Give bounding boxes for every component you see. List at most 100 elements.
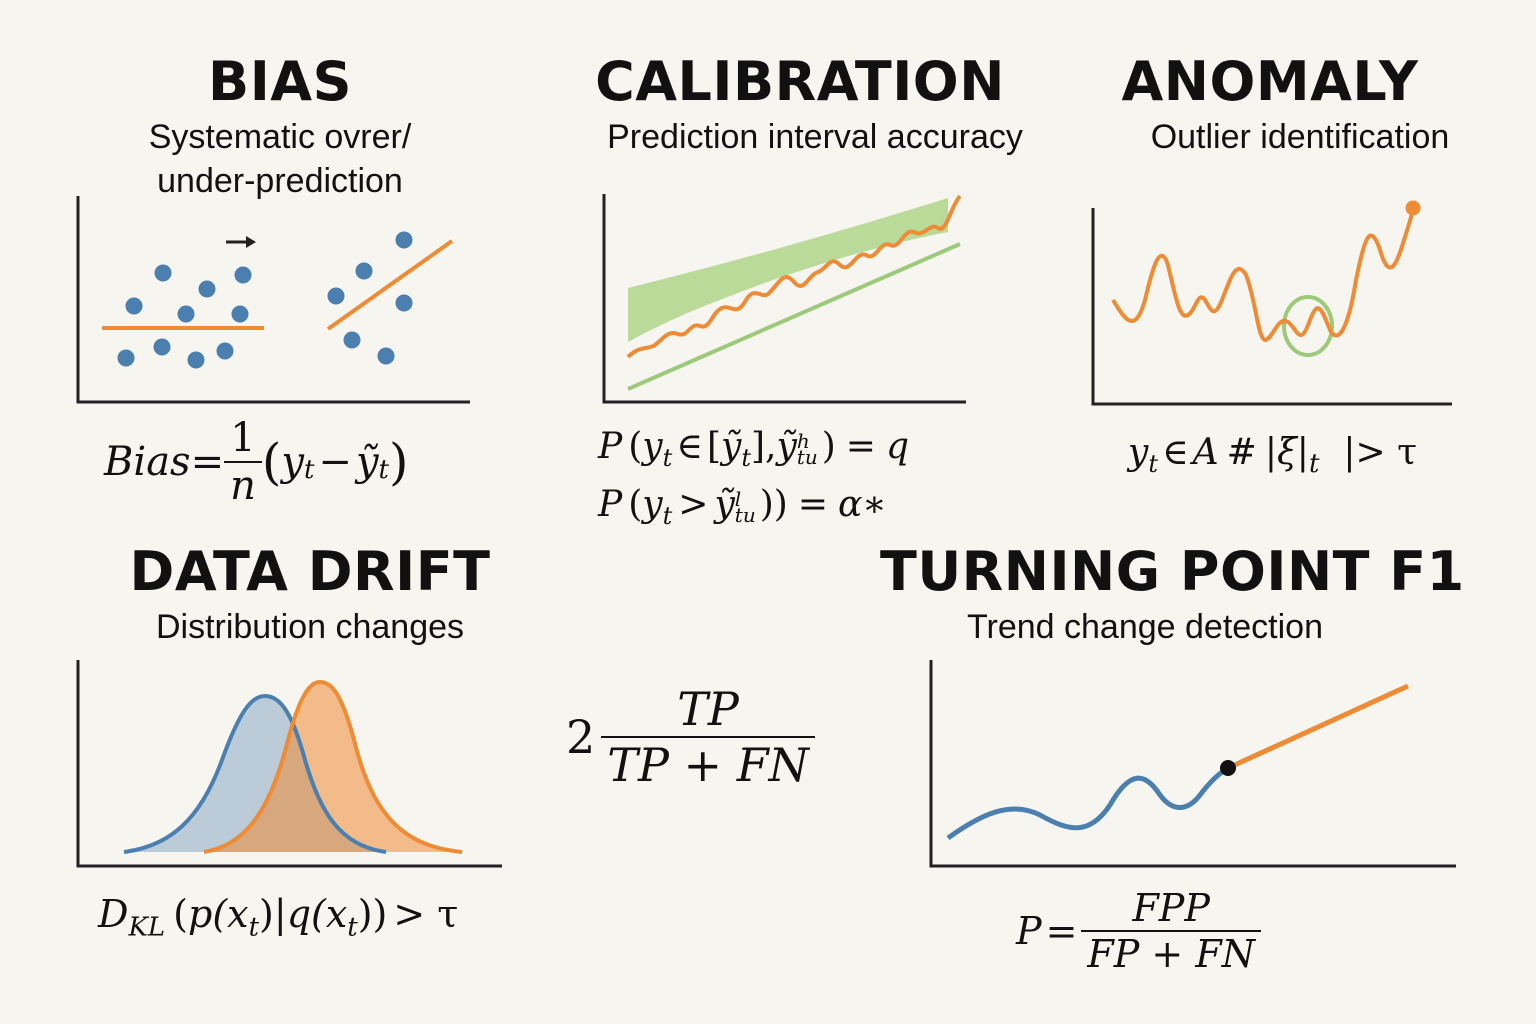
anomaly-f-xi-sub: t (1308, 449, 1320, 480)
center-f-num: TP (677, 682, 739, 736)
reference-distribution-outline (123, 693, 387, 854)
drift-f-d-sub: KL (128, 912, 166, 943)
bias-point (234, 266, 252, 284)
tp-f-fraction: FPP FP + FN (1081, 886, 1261, 976)
post-change-trend-line (1226, 683, 1410, 771)
calibration-f1-eq: = (845, 426, 876, 467)
current-distribution (204, 682, 462, 852)
anomaly-series-line (1111, 207, 1416, 342)
calibration-lower-line (627, 242, 961, 391)
bias-formula-term2-sub: t (378, 455, 389, 485)
data-drift-title: DATA DRIFT (129, 540, 491, 603)
bias-right-points (327, 231, 413, 365)
bias-sloped-fit-line (326, 239, 454, 331)
calibration-f2-eq: = (797, 484, 828, 525)
center-f-coef: 2 (566, 710, 596, 764)
data-drift-formula: DKL (p(xt)|q(xt)) > τ (98, 892, 458, 943)
anomaly-f-bar-open: | (1264, 432, 1277, 473)
bias-point (343, 331, 361, 349)
calibration-f1-rhs: q (885, 426, 910, 467)
bias-point (327, 287, 345, 305)
calibration-f2-yl-sub: tu (734, 503, 756, 527)
calibration-interval-band (628, 198, 948, 342)
bias-axis (76, 196, 470, 404)
bias-left-points (117, 264, 252, 369)
bias-formula-num: 1 (230, 415, 256, 461)
center-f1-formula: 2 TP TP + FN (566, 682, 815, 792)
calibration-f2-open: ( (628, 484, 643, 525)
calibration-f1-bracket-close: ], (750, 426, 777, 467)
anomaly-outlier-point (1405, 200, 1421, 216)
bias-point (395, 231, 413, 249)
calibration-actual-line (626, 194, 962, 359)
anomaly-axis (1091, 208, 1452, 406)
turning-point-axis (929, 660, 1456, 868)
tp-f-den: FP + FN (1081, 930, 1261, 976)
calibration-f2-yl: ỹ (714, 484, 735, 525)
anomaly-f-in: ∈ (1162, 432, 1189, 473)
calibration-f1-yhigh-sub: tu (796, 445, 818, 469)
calibration-f1-bracket-open: [ (706, 426, 721, 467)
drift-f-p-close: ) (259, 892, 274, 936)
bias-point (187, 351, 205, 369)
bias-formula: Bias= 1 n (yt − ỹt) (104, 415, 409, 509)
anomaly-subtitle: Outlier identification (1150, 118, 1450, 156)
calibration-f2-y-sub: t (662, 502, 673, 531)
bias-point (198, 280, 216, 298)
calibration-f1-yhigh: ỹ (776, 426, 797, 467)
bias-point (154, 264, 172, 282)
bias-point (395, 294, 413, 312)
tp-f-lhs: P (1016, 909, 1042, 953)
turning-point-formula: P = FPP FP + FN (1016, 886, 1261, 976)
calibration-f1-ylow: ỹ (720, 426, 742, 467)
calibration-title: CALIBRATION (595, 50, 1005, 113)
drift-f-sep: | (273, 892, 287, 936)
calibration-f1-in: ∈ (676, 426, 703, 467)
bias-subtitle-line2: under-prediction (157, 162, 403, 200)
anomaly-f-bar-close: | (1296, 432, 1309, 473)
calibration-formula-line2: P (yt > ỹ l tu)) = α∗ (598, 484, 887, 530)
drift-f-rhs: > τ (393, 892, 459, 936)
bias-formula-term1: y (281, 439, 304, 485)
anomaly-formula: yt ∈ A # |ξ|t |> τ (1128, 432, 1417, 479)
bias-title: BIAS (208, 50, 352, 113)
data-drift-axis (76, 660, 502, 868)
bias-formula-close: ) (389, 433, 409, 491)
calibration-f2-y: y (642, 484, 663, 525)
arrow-right-icon (226, 236, 256, 248)
drift-f-q-close: )) (357, 892, 388, 936)
calibration-f2-rhs: α∗ (837, 484, 887, 525)
drift-f-open: ( (173, 892, 188, 936)
bias-formula-minus: − (318, 439, 352, 485)
calibration-f1-ylow-sub: t (741, 444, 751, 473)
tp-f-num: FPP (1132, 886, 1210, 930)
anomaly-f-rhs: |> τ (1343, 432, 1418, 473)
calibration-f1-y-sub: t (662, 444, 673, 473)
calibration-f2-yl-sup: l (734, 487, 742, 511)
anomaly-f-y-sub: t (1148, 450, 1158, 479)
anomaly-highlight-ellipse (1282, 295, 1334, 357)
tp-f-eq: = (1045, 909, 1078, 953)
anomaly-f-y: y (1128, 432, 1149, 473)
pre-change-trend-line (946, 765, 1230, 841)
drift-f-p: p (188, 892, 213, 936)
turning-point-subtitle: Trend change detection (967, 608, 1323, 646)
bias-point (231, 305, 249, 323)
anomaly-f-hash: # (1226, 432, 1257, 473)
bias-point (125, 297, 143, 315)
calibration-f2-close: )) (759, 484, 788, 525)
calibration-formula-line1: P (yt ∈ [ỹt],ỹ h tu) = q (598, 426, 909, 472)
anomaly-f-set: A (1192, 432, 1219, 473)
calibration-f2-p: P (598, 484, 623, 525)
bias-point (216, 342, 234, 360)
bias-point (377, 347, 395, 365)
bias-point (355, 262, 373, 280)
current-distribution-outline (203, 679, 463, 854)
anomaly-f-xi: ξ (1276, 432, 1297, 473)
drift-f-q: q (286, 892, 312, 936)
